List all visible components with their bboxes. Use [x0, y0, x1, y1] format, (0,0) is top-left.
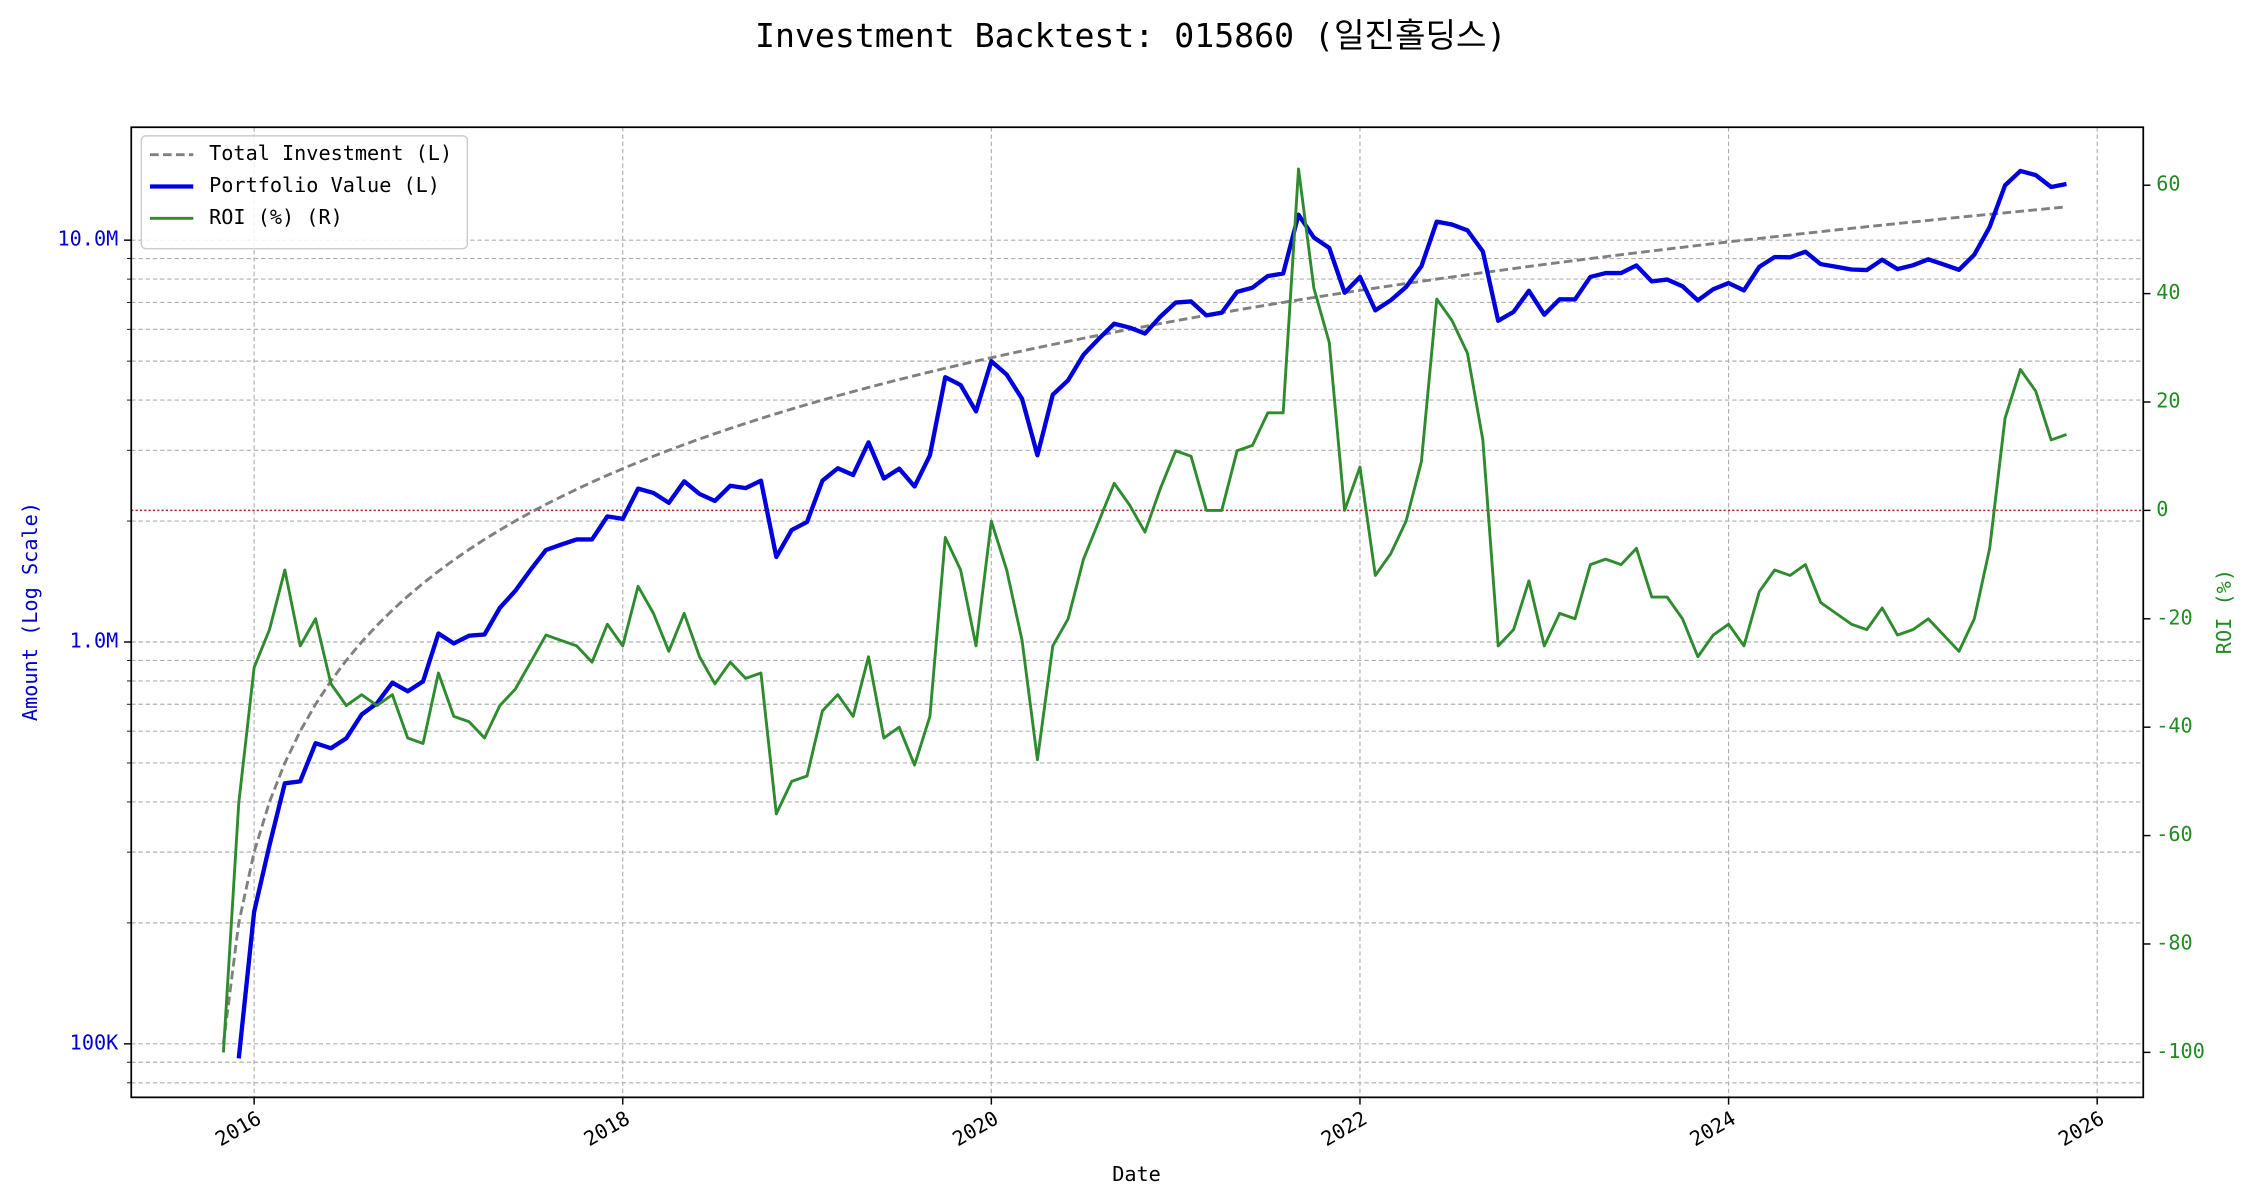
y2-tick-label: -60 [2156, 822, 2192, 846]
y2-tick-label: 20 [2156, 388, 2180, 412]
chart-title: Investment Backtest: 015860 (일진홀딩스) [755, 16, 1507, 55]
y-tick-label: 10.0M [58, 227, 119, 251]
y2-tick-label: -40 [2156, 714, 2192, 738]
series-line [221, 205, 2067, 1045]
plot-area [221, 167, 2067, 1059]
series-line [221, 167, 2067, 1053]
y2-tick-label: -20 [2156, 605, 2192, 629]
y-tick-label: 1.0M [70, 628, 119, 652]
legend-label: Total Investment (L) [209, 141, 452, 165]
y2-tick-label: 40 [2156, 280, 2180, 304]
legend-label: Portfolio Value (L) [209, 173, 440, 197]
legend-box [140, 135, 469, 250]
y-tick-label: 100K [70, 1030, 119, 1054]
x-tick-label: 2026 [2054, 1106, 2108, 1151]
x-tick-label: 2024 [1686, 1106, 1740, 1151]
x-axis-label: Date [1112, 1162, 1161, 1186]
x-tick-label: 2018 [580, 1106, 634, 1151]
y2-axis-label: ROI (%) [2212, 569, 2236, 654]
y2-tick-label: -100 [2156, 1039, 2205, 1063]
series-line [236, 168, 2067, 1059]
x-tick-label: 2022 [1317, 1106, 1371, 1151]
y2-tick-label: 0 [2156, 497, 2168, 521]
x-tick-label: 2020 [948, 1106, 1002, 1151]
legend-label: ROI (%) (R) [209, 205, 343, 229]
x-tick-label: 2016 [211, 1106, 265, 1151]
y-axis-label: Amount (Log Scale) [18, 502, 42, 721]
y2-tick-label: -80 [2156, 930, 2192, 954]
y2-tick-label: 60 [2156, 172, 2180, 196]
plot-frame [130, 126, 2145, 1099]
